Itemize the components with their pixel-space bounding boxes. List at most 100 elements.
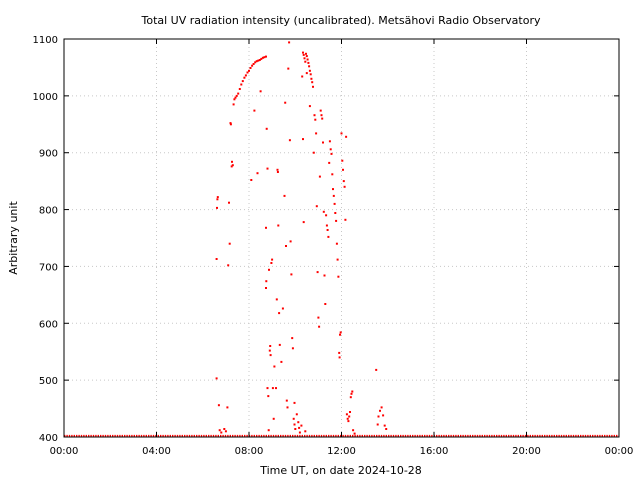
data-point [311, 81, 314, 84]
data-point [348, 415, 351, 418]
data-point [347, 420, 350, 423]
data-point [267, 395, 270, 398]
x-tick-label: 04:00 [142, 446, 171, 457]
data-point [320, 114, 323, 117]
data-point [258, 59, 261, 61]
data-point [329, 148, 332, 151]
data-point [315, 132, 318, 135]
data-point [327, 235, 330, 238]
data-point [333, 202, 336, 205]
axis-ticks [63, 38, 620, 438]
data-point [235, 94, 238, 97]
data-point [240, 83, 243, 86]
data-point [305, 72, 308, 75]
grid [64, 39, 619, 437]
data-point [231, 164, 234, 167]
data-point [341, 159, 344, 162]
data-point [278, 343, 281, 346]
data-point [297, 421, 300, 424]
data-point [307, 61, 310, 64]
data-point [318, 325, 321, 328]
data-point [228, 201, 230, 204]
data-point [243, 76, 246, 79]
data-point [248, 69, 250, 72]
data-point [215, 377, 218, 380]
data-point [271, 387, 274, 390]
data-point [325, 224, 328, 227]
data-point [304, 430, 307, 433]
y-tick-label: 800 [39, 206, 58, 217]
data-point [345, 135, 348, 138]
data-point [343, 185, 346, 188]
x-tick-label: 12:00 [327, 446, 356, 457]
data-point [332, 194, 335, 197]
data-point [308, 105, 311, 108]
data-point [344, 218, 347, 221]
data-point [241, 80, 244, 83]
data-point [318, 175, 321, 178]
x-tick-label: 00:00 [50, 446, 79, 457]
data-point [308, 65, 311, 68]
data-point [350, 392, 353, 395]
data-point [338, 356, 341, 359]
data-point [237, 92, 240, 95]
data-point [271, 258, 274, 261]
data-point [265, 127, 268, 130]
data-point [250, 179, 253, 181]
data-point [261, 56, 264, 59]
data-point [326, 229, 329, 231]
data-point [249, 67, 252, 69]
data-point [385, 428, 388, 430]
data-point [285, 245, 287, 247]
data-point [293, 423, 296, 426]
data-point [302, 51, 304, 54]
data-point [308, 69, 311, 72]
data-point [332, 188, 334, 191]
data-point [253, 109, 256, 112]
data-point [306, 58, 309, 61]
data-point [266, 167, 269, 170]
data-point [352, 429, 355, 432]
data-point [254, 61, 257, 64]
data-point [301, 75, 304, 78]
data-point [224, 430, 227, 433]
data-point [246, 71, 249, 74]
data-point [304, 60, 307, 63]
data-point [280, 360, 283, 363]
data-point [346, 417, 349, 420]
data-point [273, 365, 276, 368]
data-point [305, 52, 307, 55]
data-point [265, 55, 267, 58]
data-point [336, 258, 339, 261]
data-point [284, 101, 287, 104]
data-point [265, 226, 267, 229]
data-point [217, 404, 220, 407]
data-point [330, 152, 333, 155]
y-tick-label: 1100 [33, 35, 58, 46]
data-point [316, 271, 319, 274]
data-point [275, 298, 278, 301]
data-point [379, 409, 381, 412]
data-point [276, 168, 279, 171]
data-point [339, 333, 341, 336]
data-point [342, 180, 345, 183]
data-point [268, 349, 271, 352]
data-point [293, 401, 296, 404]
data-point [342, 168, 344, 171]
data-point [288, 41, 291, 44]
data-point [283, 194, 286, 197]
data-point [226, 406, 229, 409]
data-point [302, 138, 304, 141]
data-point [302, 221, 305, 224]
data-point [238, 88, 241, 90]
data-point [218, 429, 221, 432]
data-point [353, 432, 356, 435]
data-point [380, 406, 383, 409]
data-point [267, 429, 270, 432]
data-point [305, 55, 308, 58]
data-point [216, 198, 219, 201]
data-point [312, 85, 314, 88]
x-axis-label: Time UT, on date 2024-10-28 [259, 464, 422, 477]
data-point [335, 242, 338, 245]
data-point [375, 368, 378, 371]
